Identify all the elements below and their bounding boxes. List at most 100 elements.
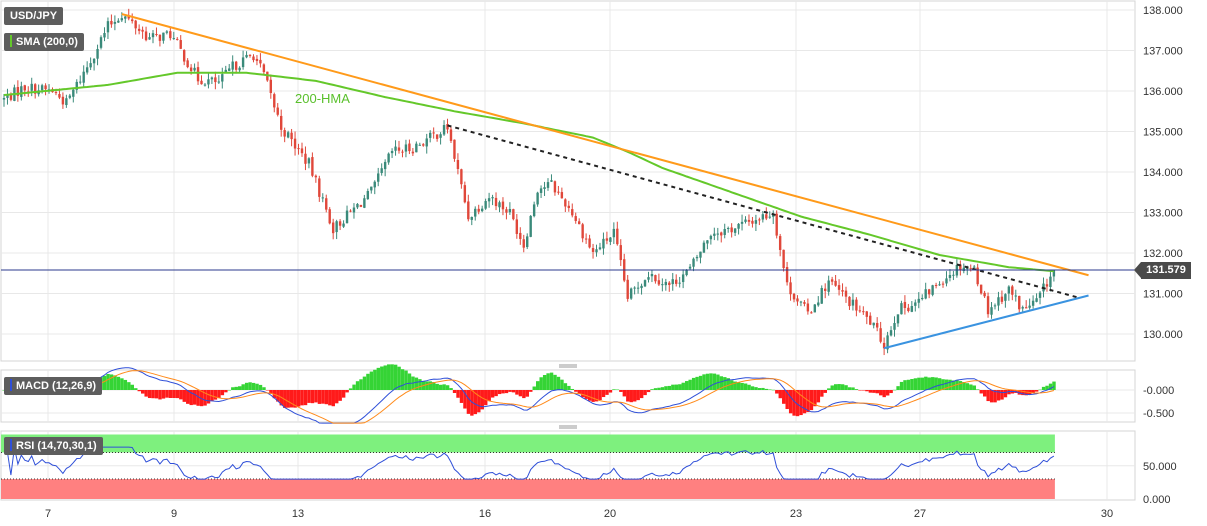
macd-histogram-bar — [584, 390, 588, 399]
macd-histogram-bar — [425, 381, 429, 390]
macd-histogram-bar — [577, 390, 581, 394]
candle — [96, 44, 99, 66]
candle — [505, 206, 508, 220]
price-tick-label: 134.000 — [1143, 167, 1183, 179]
macd-histogram-bar — [844, 385, 848, 390]
macd-histogram-bar — [373, 369, 377, 390]
candle — [539, 185, 543, 198]
candle — [72, 87, 75, 103]
macd-histogram-bar — [241, 384, 245, 390]
candle — [314, 174, 318, 183]
macd-histogram-bar — [262, 387, 266, 390]
macd-histogram-bar — [487, 390, 491, 402]
candle — [366, 188, 370, 200]
candle — [404, 139, 408, 158]
candle — [657, 273, 661, 286]
candle — [629, 287, 633, 300]
macd-histogram-bar — [549, 372, 554, 390]
candle — [889, 326, 893, 337]
macd-histogram-bar — [927, 377, 931, 390]
candle — [428, 130, 432, 143]
candle — [470, 216, 473, 226]
candle — [182, 49, 186, 66]
candle — [193, 63, 196, 72]
macd-histogram-bar — [515, 390, 519, 395]
candle — [103, 27, 106, 42]
candle — [882, 337, 886, 356]
candle — [799, 300, 803, 307]
macd-histogram-bar — [137, 390, 141, 392]
candle — [997, 291, 1000, 311]
macd-histogram-bar — [251, 382, 256, 390]
macd-histogram-bar — [885, 390, 890, 396]
candle — [910, 301, 914, 313]
macd-panel-resize-handle[interactable] — [559, 364, 577, 368]
candle — [349, 209, 352, 213]
candle — [415, 141, 418, 153]
candle — [865, 310, 868, 325]
macd-histogram-bar — [875, 390, 879, 394]
macd-histogram-bar — [269, 390, 273, 394]
macd-histogram-bar — [1045, 385, 1049, 390]
macd-histogram-bar — [522, 390, 526, 399]
candle — [564, 198, 567, 213]
macd-histogram-bar — [581, 390, 585, 398]
macd-histogram-bar — [286, 390, 290, 408]
candle — [706, 240, 709, 250]
macd-histogram-bar — [882, 390, 886, 398]
candle — [744, 216, 747, 224]
candle — [325, 194, 328, 213]
macd-histogram-bar — [369, 371, 374, 390]
candle — [162, 32, 165, 44]
candle — [855, 297, 858, 317]
rsi-panel-resize-handle[interactable] — [559, 425, 577, 429]
candle — [862, 306, 865, 315]
macd-histogram-bar — [123, 379, 128, 390]
macd-histogram-bar — [653, 388, 658, 390]
candle — [602, 232, 605, 255]
macd-histogram-bar — [168, 390, 173, 399]
candle — [172, 31, 175, 40]
macd-histogram-bar — [348, 388, 353, 390]
macd-histogram-bar — [234, 386, 238, 390]
candle — [772, 210, 775, 225]
candle — [872, 322, 875, 329]
candle — [352, 203, 356, 219]
candle — [605, 231, 609, 245]
candle — [300, 142, 304, 157]
macd-histogram-bar — [293, 390, 297, 408]
macd-histogram-bar — [532, 386, 536, 390]
price-tick-label: 135.000 — [1143, 127, 1183, 139]
candle — [151, 30, 155, 44]
macd-histogram-bar — [217, 390, 221, 398]
macd-histogram-bar — [317, 390, 322, 404]
macd-histogram-bar — [352, 384, 356, 390]
candle — [408, 139, 411, 155]
candle — [110, 14, 113, 28]
macd-histogram-bar — [799, 390, 803, 416]
candle — [297, 143, 300, 155]
candle — [1035, 293, 1038, 303]
candle — [401, 149, 404, 158]
macd-histogram-bar — [203, 390, 207, 406]
macd-histogram-bar — [965, 383, 970, 390]
candle — [425, 133, 428, 154]
macd-histogram-bar — [296, 390, 301, 407]
candle — [581, 222, 584, 243]
macd-histogram-bar — [1048, 383, 1053, 390]
macd-histogram-bar — [341, 390, 346, 398]
macd-label: MACD (12,26,9) — [4, 377, 103, 395]
candle — [692, 257, 695, 272]
candle — [307, 157, 311, 169]
macd-histogram-bar — [896, 386, 900, 390]
candle — [311, 152, 314, 178]
macd-histogram-bar — [685, 381, 689, 390]
macd-histogram-bar — [605, 390, 609, 395]
macd-histogram-bar — [227, 389, 232, 391]
macd-histogram-bar — [944, 379, 949, 390]
candle — [484, 198, 487, 210]
macd-histogram-bar — [539, 377, 543, 390]
candle — [89, 57, 92, 71]
candle — [959, 260, 962, 276]
candle — [186, 58, 189, 69]
